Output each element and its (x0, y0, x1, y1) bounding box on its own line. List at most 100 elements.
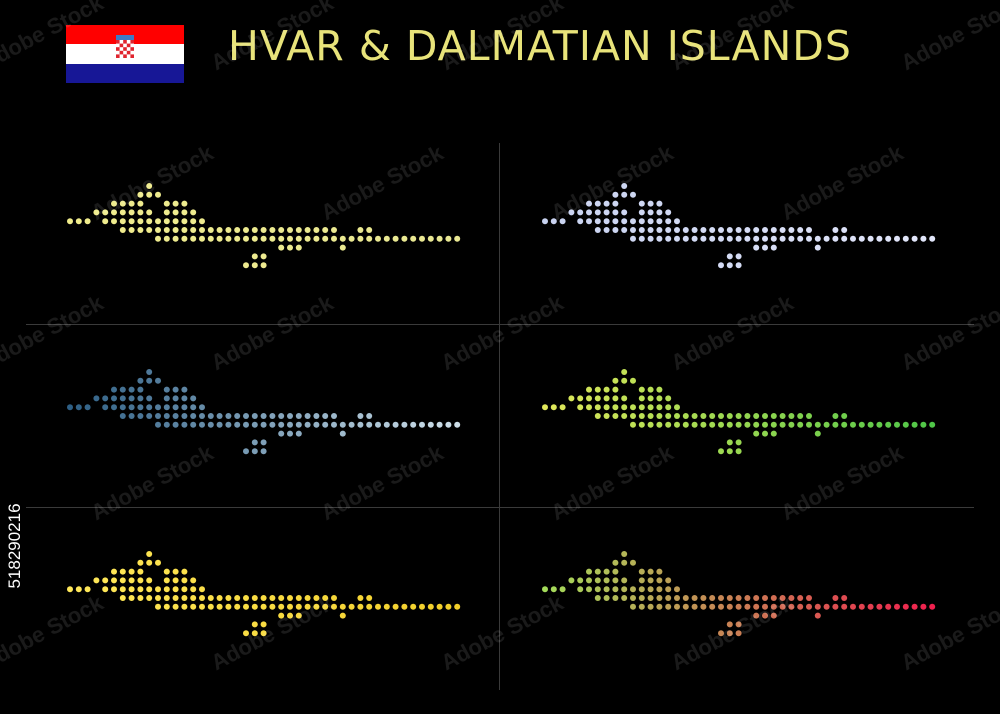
map-dot (806, 595, 812, 601)
map-dot (119, 218, 126, 225)
map-dot (278, 244, 285, 251)
map-dot (366, 603, 373, 610)
map-dot (216, 595, 223, 601)
map-dot (93, 395, 100, 402)
map-dot (295, 421, 302, 428)
map-dot (577, 404, 584, 411)
map-dot (630, 218, 636, 225)
map-dot (726, 621, 733, 628)
map-dot (638, 404, 645, 411)
map-dot (876, 421, 883, 428)
map-dot (577, 586, 584, 593)
map-dot (867, 421, 874, 428)
map-dot (357, 235, 364, 242)
flag-stripe-red (66, 25, 184, 45)
map-dot (656, 209, 663, 216)
map-dot (832, 421, 839, 428)
map-dot (419, 235, 425, 242)
map-dot (665, 577, 672, 584)
map-dot (84, 218, 91, 225)
stock-id-text: 518290216 (5, 503, 24, 589)
map-dot (735, 448, 742, 455)
map-dot (920, 235, 927, 242)
map-dot (586, 586, 592, 593)
map-dot (709, 413, 716, 419)
map-dot (128, 200, 135, 207)
map-dot (269, 235, 276, 242)
map-dot (427, 603, 434, 610)
map-dot (674, 413, 680, 419)
map-dot (894, 421, 900, 428)
map-dot (287, 612, 293, 619)
vertical-divider (499, 143, 500, 690)
map-dot (709, 235, 716, 242)
map-dot (700, 421, 707, 428)
map-dot (726, 262, 733, 269)
map-dot (137, 209, 144, 216)
map-dot (155, 227, 161, 233)
map-dot (656, 413, 663, 419)
map-dot (630, 227, 636, 233)
map-dot (630, 377, 636, 384)
map-dot (691, 235, 698, 242)
map-dot (612, 568, 619, 575)
map-dot (339, 612, 346, 619)
map-dot (806, 413, 812, 419)
map-dot (207, 595, 214, 601)
map-dot (647, 209, 654, 216)
map-dot (163, 200, 170, 207)
map-dot (647, 586, 654, 593)
map-dot (876, 603, 883, 610)
map-dot (674, 235, 680, 242)
map-dot (199, 603, 205, 610)
map-dot (656, 395, 663, 402)
map-dot (665, 235, 672, 242)
map-dot (331, 413, 337, 419)
map-dot (682, 603, 689, 610)
map-dot (656, 386, 663, 393)
map-dot (410, 235, 417, 242)
map-dot (181, 395, 188, 402)
map-dot (621, 369, 628, 375)
map-dot (638, 577, 645, 584)
map-dot (119, 227, 126, 233)
map-dot (700, 603, 707, 610)
map-dot (911, 603, 918, 610)
map-dot (287, 235, 293, 242)
map-dot (630, 595, 636, 601)
map-dot (735, 621, 742, 628)
map-dot (128, 227, 135, 233)
map-dot (832, 235, 839, 242)
map-dot (550, 218, 557, 225)
map-dot (753, 603, 760, 610)
map-dot (181, 200, 188, 207)
map-dot (744, 413, 751, 419)
map-dot (392, 421, 399, 428)
map-dot (445, 235, 452, 242)
map-dot (779, 227, 786, 233)
map-dot (322, 413, 329, 419)
map-dot (656, 577, 663, 584)
map-dot (841, 421, 848, 428)
map-dot (251, 413, 258, 419)
map-dot (375, 421, 381, 428)
map-dot (163, 595, 170, 601)
map-dot (806, 421, 812, 428)
map-dot (67, 218, 73, 225)
map-dot (797, 235, 804, 242)
map-dot (814, 603, 821, 610)
map-dot (542, 404, 548, 411)
map-dot (586, 386, 592, 393)
map-dot (225, 603, 232, 610)
map-dot (726, 235, 733, 242)
map-dot (304, 595, 311, 601)
map-dot (102, 218, 109, 225)
map-dot (594, 595, 601, 601)
map-dot (594, 577, 601, 584)
map-dot (172, 227, 179, 233)
map-dot (647, 413, 654, 419)
map-dot (630, 404, 636, 411)
map-dot (691, 595, 698, 601)
map-dot (287, 421, 293, 428)
map-dot (920, 421, 927, 428)
